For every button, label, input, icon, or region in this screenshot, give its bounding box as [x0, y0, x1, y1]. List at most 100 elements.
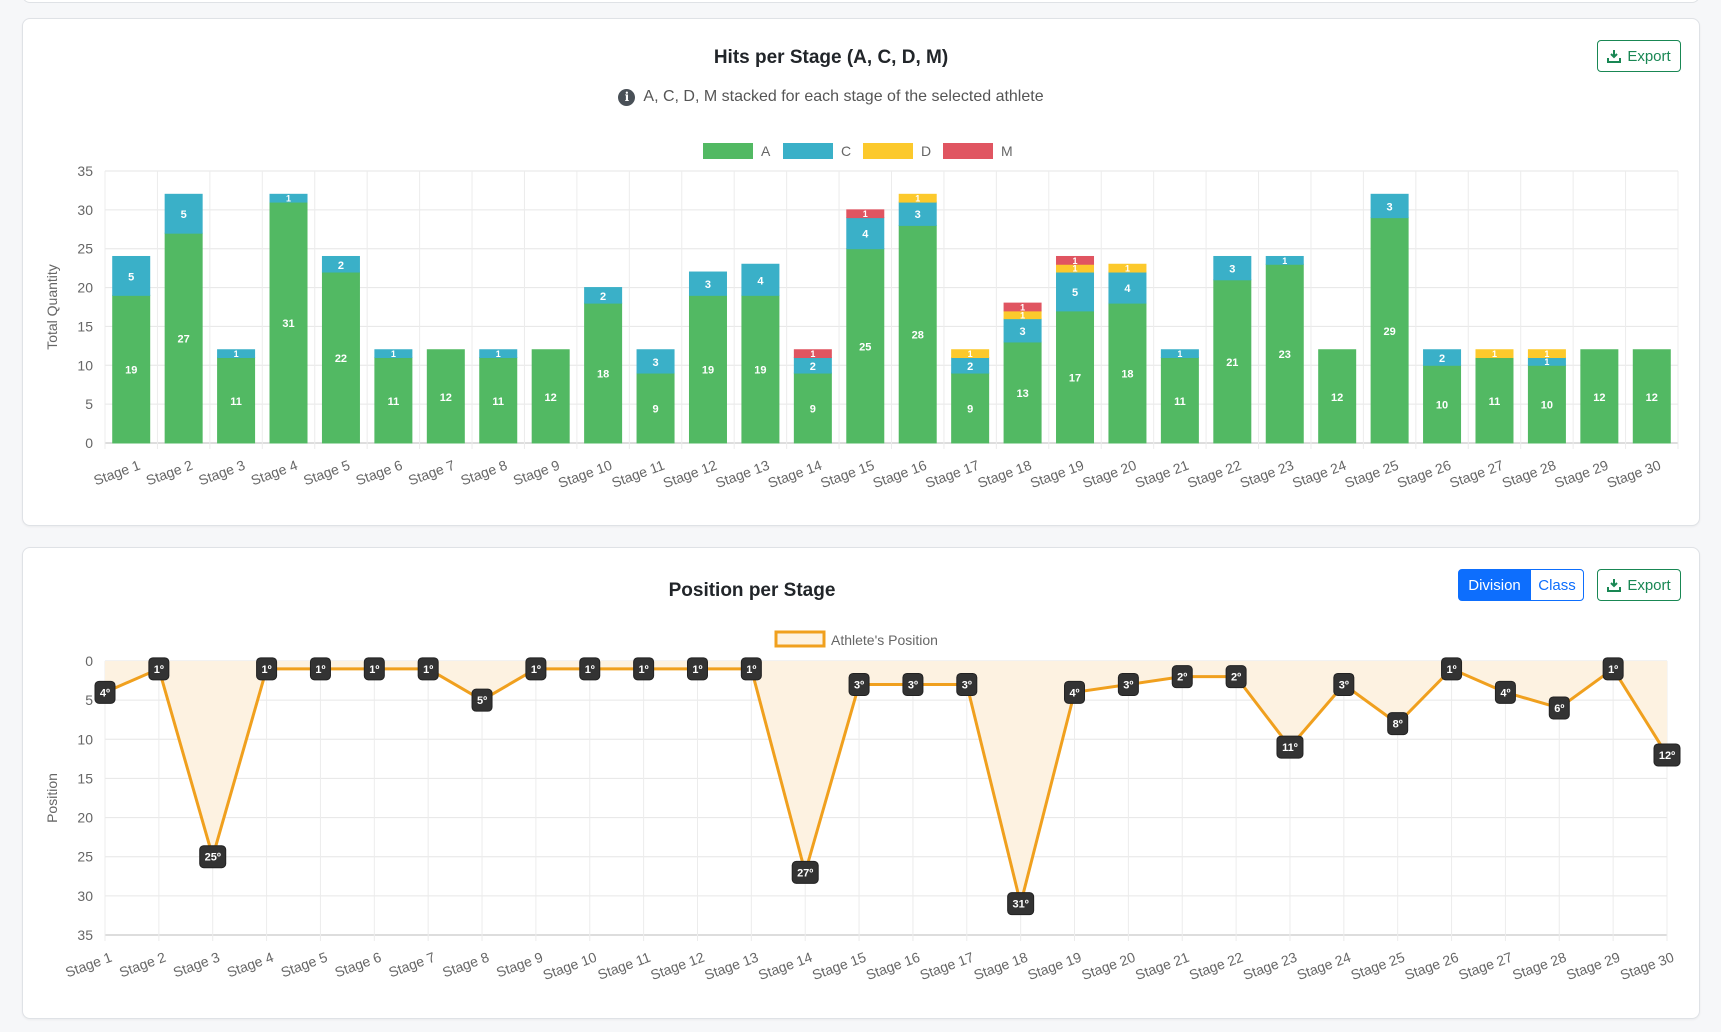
position-point-badge — [791, 860, 819, 884]
position-point-label: 1º — [369, 664, 379, 676]
x-tick-label: Stage 27 — [1456, 949, 1514, 983]
position-point-label: 1º — [1446, 664, 1456, 676]
x-tick-label: Stage 10 — [556, 457, 614, 491]
bar-data-label: 10 — [1436, 400, 1448, 412]
x-tick-label: Stage 12 — [648, 949, 706, 983]
bar-segment-d — [1475, 349, 1514, 359]
y-tick-label: 35 — [77, 927, 93, 943]
bar-data-label: 23 — [1279, 349, 1291, 361]
position-point-badge — [686, 657, 708, 681]
position-point-badge — [1064, 680, 1086, 704]
bar-segment-a — [951, 372, 990, 444]
position-point-label: 1º — [1608, 664, 1618, 676]
class-toggle-button[interactable]: Class — [1530, 569, 1584, 601]
bar-segment-a — [269, 201, 308, 444]
hits-export-button[interactable]: Export — [1597, 40, 1681, 72]
hits-chart-title: Hits per Stage (A, C, D, M) — [713, 47, 949, 68]
x-tick-label: Stage 4 — [249, 457, 300, 489]
x-tick-label: Stage 24 — [1295, 949, 1353, 983]
bar-segment-a — [1370, 217, 1409, 444]
y-tick-label: 0 — [85, 435, 93, 451]
bar-segment-a — [1213, 279, 1252, 444]
position-export-button[interactable]: Export — [1597, 569, 1681, 601]
bar-data-label: 29 — [1383, 326, 1395, 338]
position-point-label: 3º — [1123, 679, 1133, 691]
bar-segment-c — [164, 193, 203, 234]
bar-data-label: 27 — [178, 334, 190, 346]
bar-data-label: 31 — [282, 318, 294, 330]
position-point-label: 1º — [692, 664, 702, 676]
bar-segment-a — [321, 271, 360, 444]
bar-data-label: 9 — [652, 404, 658, 416]
bar-data-label: 11 — [1174, 396, 1186, 408]
position-point-label: 3º — [854, 679, 864, 691]
x-tick-label: Stage 10 — [541, 949, 599, 983]
x-tick-label: Stage 3 — [171, 949, 222, 981]
bar-data-label: 5 — [1072, 287, 1078, 299]
y-tick-label: 5 — [85, 396, 93, 412]
bar-segment-c — [1265, 255, 1304, 265]
hits-per-stage-card: Hits per Stage (A, C, D, M) i A, C, D, M… — [22, 18, 1700, 526]
bar-segment-a — [584, 302, 623, 444]
bar-segment-c — [1056, 271, 1095, 312]
position-point-badge — [633, 657, 655, 681]
bar-segment-a — [1265, 263, 1304, 444]
y-axis-title: Position — [44, 773, 60, 823]
bar-data-label: 25 — [859, 341, 871, 353]
position-point-badge — [579, 657, 601, 681]
position-point-badge — [1171, 665, 1193, 689]
position-point-badge — [902, 672, 924, 696]
position-chart-title: Position per Stage — [668, 580, 836, 601]
x-tick-label: Stage 16 — [864, 949, 922, 983]
position-point-badge — [1653, 743, 1681, 767]
legend-label-m: M — [1001, 143, 1013, 159]
download-icon — [1607, 579, 1622, 592]
x-tick-label: Stage 8 — [440, 949, 491, 981]
bar-segment-a — [426, 349, 465, 444]
x-tick-label: Stage 21 — [1133, 457, 1191, 491]
x-tick-label: Stage 23 — [1241, 949, 1299, 983]
position-point-label: 1º — [315, 664, 325, 676]
bar-segment-m — [846, 209, 885, 219]
x-tick-label: Stage 3 — [196, 457, 247, 489]
position-point-badge — [256, 657, 278, 681]
position-point-label: 6º — [1554, 703, 1564, 715]
bar-segment-c — [112, 255, 151, 296]
x-tick-label: Stage 17 — [918, 949, 976, 983]
position-point-label: 11º — [1282, 742, 1298, 754]
position-point-badge — [1602, 657, 1624, 681]
bar-segment-d — [951, 349, 990, 359]
bar-data-label: 10 — [1541, 400, 1553, 412]
y-tick-label: 25 — [77, 241, 93, 257]
x-tick-label: Stage 25 — [1342, 457, 1400, 491]
bar-segment-c — [269, 193, 308, 203]
bar-data-label: 9 — [810, 404, 816, 416]
bar-segment-d — [1108, 263, 1147, 273]
position-point-badge — [525, 657, 547, 681]
y-axis-title: Total Quantity — [44, 264, 60, 350]
x-tick-label: Stage 14 — [756, 949, 814, 983]
bar-segment-c — [1423, 349, 1462, 366]
y-tick-label: 5 — [85, 692, 93, 708]
bar-segment-c — [374, 349, 413, 359]
division-toggle-button[interactable]: Division — [1458, 569, 1531, 601]
position-point-badge — [1494, 680, 1516, 704]
position-point-badge — [363, 657, 385, 681]
legend-label-d: D — [921, 143, 931, 159]
x-tick-label: Stage 20 — [1080, 457, 1138, 491]
x-tick-label: Stage 6 — [333, 949, 384, 981]
bar-data-label: 12 — [1593, 392, 1605, 404]
position-point-badge — [848, 672, 870, 696]
y-tick-label: 0 — [85, 653, 93, 669]
y-tick-label: 10 — [77, 357, 93, 373]
legend-swatch-a — [703, 143, 753, 159]
bar-segment-c — [741, 263, 780, 296]
x-tick-label: Stage 9 — [511, 457, 562, 489]
bar-data-label: 1 — [1544, 349, 1549, 359]
bar-data-label: 1 — [1020, 310, 1025, 320]
y-tick-label: 25 — [77, 849, 93, 865]
bar-segment-a — [1003, 341, 1042, 444]
bar-segment-m — [1056, 255, 1095, 265]
bar-segment-m — [1003, 302, 1042, 312]
legend-swatch-position — [774, 630, 826, 648]
